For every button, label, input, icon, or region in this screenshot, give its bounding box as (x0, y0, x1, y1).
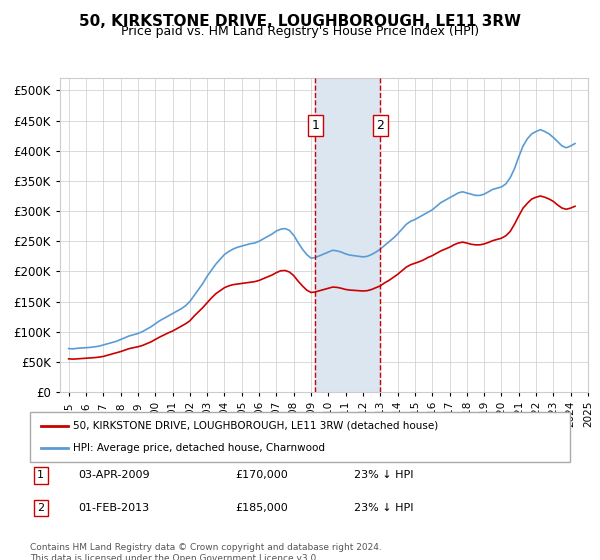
Bar (316, 78, 380, 392)
Text: HPI: Average price, detached house, Charnwood: HPI: Average price, detached house, Char… (73, 443, 325, 453)
Text: £170,000: £170,000 (235, 470, 288, 480)
Text: 50, KIRKSTONE DRIVE, LOUGHBOROUGH, LE11 3RW (detached house): 50, KIRKSTONE DRIVE, LOUGHBOROUGH, LE11 … (73, 421, 439, 431)
Text: 50, KIRKSTONE DRIVE, LOUGHBOROUGH, LE11 3RW: 50, KIRKSTONE DRIVE, LOUGHBOROUGH, LE11 … (79, 14, 521, 29)
FancyBboxPatch shape (30, 412, 570, 462)
Text: 2: 2 (376, 119, 384, 132)
Text: 23% ↓ HPI: 23% ↓ HPI (354, 470, 413, 480)
Text: 1: 1 (37, 470, 44, 480)
Text: Price paid vs. HM Land Registry's House Price Index (HPI): Price paid vs. HM Land Registry's House … (121, 25, 479, 38)
Text: £185,000: £185,000 (235, 503, 288, 513)
Text: 1: 1 (311, 119, 319, 132)
Text: 23% ↓ HPI: 23% ↓ HPI (354, 503, 413, 513)
Text: 2: 2 (37, 503, 44, 513)
Text: 01-FEB-2013: 01-FEB-2013 (79, 503, 150, 513)
Text: Contains HM Land Registry data © Crown copyright and database right 2024.
This d: Contains HM Land Registry data © Crown c… (30, 543, 382, 560)
Text: 03-APR-2009: 03-APR-2009 (79, 470, 150, 480)
